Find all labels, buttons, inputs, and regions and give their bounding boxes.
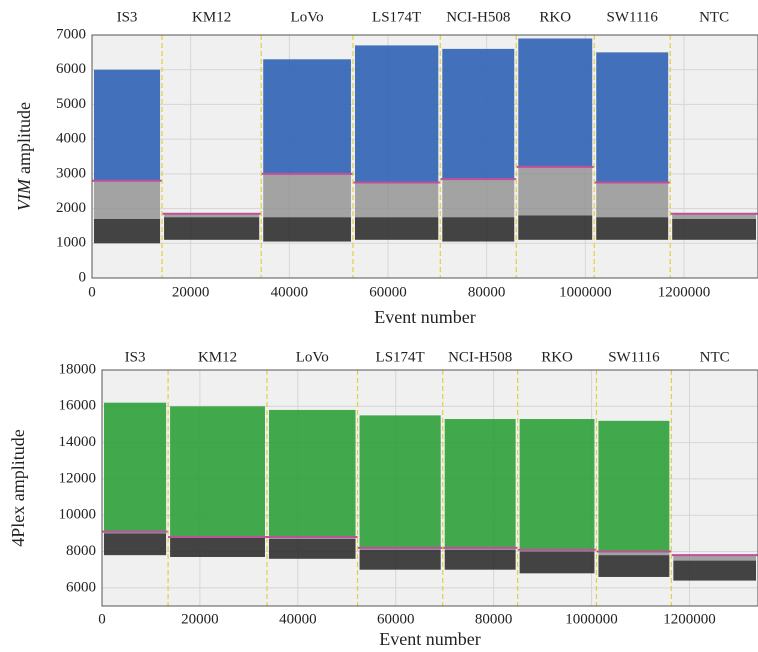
y-tick-label: 5000 (56, 96, 86, 112)
x-tick-label: 1200000 (658, 284, 711, 300)
positive-cluster (598, 420, 670, 552)
y-tick-label: 2000 (56, 200, 86, 216)
positive-cluster (444, 419, 516, 548)
negative-cluster (104, 533, 167, 556)
x-tick-label: 1000000 (565, 611, 618, 627)
negative-cluster (354, 217, 439, 240)
rain-cluster (354, 182, 439, 218)
positive-cluster (354, 45, 439, 183)
well-label: KM12 (192, 9, 231, 25)
rain-cluster (596, 182, 669, 218)
positive-cluster (596, 52, 669, 183)
negative-cluster (672, 218, 756, 240)
negative-cluster (263, 217, 351, 242)
rain-cluster (94, 180, 161, 219)
y-tick-label: 6000 (66, 579, 96, 595)
y-tick-label: 18000 (59, 361, 97, 377)
x-tick-label: 40000 (279, 611, 317, 627)
negative-cluster (444, 549, 516, 570)
positive-cluster (268, 409, 356, 538)
well-label: NCI-H508 (448, 349, 512, 365)
well-label: IS3 (125, 349, 146, 365)
rain-cluster (518, 166, 593, 216)
negative-cluster (94, 218, 161, 244)
negative-cluster (598, 555, 670, 577)
plot-frame (101, 369, 758, 607)
x-tick-label: 20000 (181, 611, 219, 627)
plot-frame (91, 34, 758, 279)
positive-cluster (518, 38, 593, 167)
rain-cluster (673, 555, 756, 561)
x-tick-label: 20000 (172, 284, 210, 300)
positive-cluster (104, 402, 167, 532)
x-tick-label: 1000000 (559, 284, 612, 300)
y-tick-label: 10000 (59, 507, 97, 523)
negative-cluster (170, 537, 265, 557)
positive-cluster (170, 406, 265, 538)
y-axis-text: 4Plex amplitude (8, 429, 28, 546)
x-tick-label: 80000 (468, 284, 506, 300)
well-label: RKO (541, 349, 573, 365)
negative-cluster (359, 549, 441, 570)
positive-cluster (442, 48, 515, 180)
well-label: LoVo (291, 9, 324, 25)
well-label: IS3 (117, 9, 138, 25)
x-tick-label: 0 (98, 611, 106, 627)
positive-cluster (94, 69, 161, 181)
y-tick-label: 7000 (56, 26, 86, 42)
y-axis-label: 4Plex amplitude (8, 429, 28, 546)
positive-cluster (263, 59, 351, 174)
rain-cluster (164, 213, 260, 218)
negative-cluster (673, 560, 756, 581)
y-tick-label: 12000 (59, 470, 97, 486)
well-label: SW1116 (607, 9, 659, 25)
negative-cluster (519, 551, 595, 574)
y-tick-label: 0 (79, 269, 87, 285)
well-label: RKO (539, 9, 571, 25)
y-tick-label: 16000 (59, 398, 97, 414)
negative-cluster (268, 538, 356, 559)
y-tick-label: 4000 (56, 131, 86, 147)
well-label: KM12 (198, 349, 237, 365)
rain-cluster (442, 179, 515, 218)
negative-cluster (164, 217, 260, 240)
y-tick-label: 3000 (56, 165, 86, 181)
rain-cluster (598, 551, 670, 556)
x-axis-label: Event number (379, 629, 480, 649)
y-axis-label: VIM amplitude (14, 102, 34, 211)
well-label: NTC (699, 9, 729, 25)
x-axis-label: Event number (374, 307, 475, 327)
y-tick-label: 6000 (56, 61, 86, 77)
x-tick-label: 60000 (377, 611, 415, 627)
well-label: NTC (700, 349, 730, 365)
y-tick-label: 8000 (66, 543, 96, 559)
well-label: SW1116 (608, 349, 660, 365)
negative-cluster (518, 215, 593, 240)
y-tick-label: 1000 (56, 235, 86, 251)
x-tick-label: 0 (88, 284, 96, 300)
negative-cluster (596, 217, 669, 240)
negative-cluster (442, 217, 515, 242)
well-label: NCI-H508 (446, 9, 510, 25)
positive-cluster (519, 419, 595, 550)
x-tick-label: 1200000 (663, 611, 716, 627)
rain-cluster (672, 213, 756, 219)
positive-cluster (359, 415, 441, 548)
well-label: LoVo (296, 349, 329, 365)
y-axis-gene: VIM (14, 178, 34, 211)
well-label: LS174T (372, 9, 421, 25)
x-tick-label: 80000 (475, 611, 513, 627)
y-axis-text: amplitude (14, 102, 34, 174)
x-tick-label: 60000 (369, 284, 407, 300)
x-tick-label: 40000 (271, 284, 309, 300)
y-tick-label: 14000 (59, 434, 97, 450)
rain-cluster (263, 173, 351, 218)
well-label: LS174T (376, 349, 425, 365)
